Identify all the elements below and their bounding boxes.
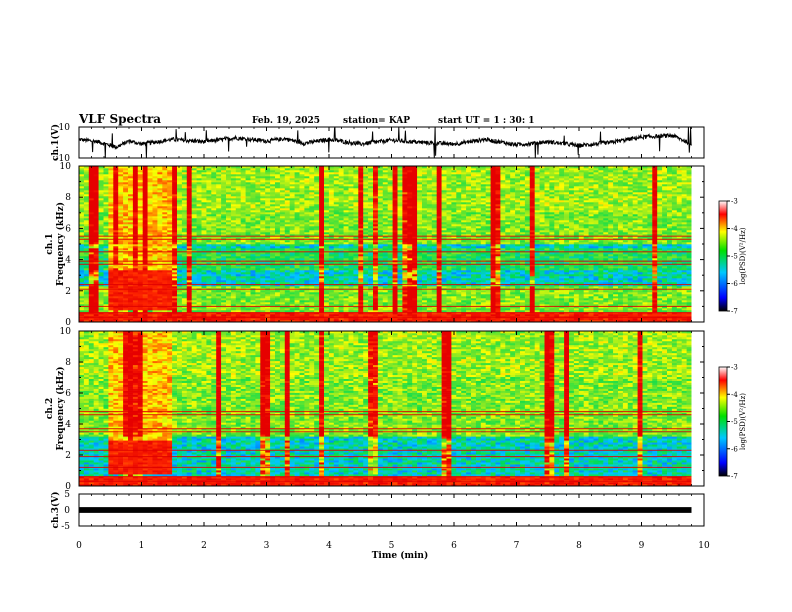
y-tick-label: 6 bbox=[65, 389, 71, 399]
x-tick-label: 0 bbox=[76, 541, 82, 551]
y-tick-label: 6 bbox=[65, 224, 71, 234]
colorbar-tick-label: -4 bbox=[731, 391, 738, 399]
ch2-colorbar: -3 -4 -5 -6 -7 log(PSD)(V²/Hz) bbox=[718, 364, 747, 481]
colorbar-gradient bbox=[718, 366, 728, 477]
spectrogram-cells bbox=[79, 331, 692, 487]
y-tick-label: 10 bbox=[59, 123, 71, 133]
x-tick-label: 10 bbox=[698, 541, 710, 551]
station-label: station= KAP bbox=[343, 116, 410, 126]
y-tick-label: -10 bbox=[56, 154, 71, 164]
ch1-spectrogram-panel: 0 2 4 6 8 10 ch.1Frequency (kHz) bbox=[45, 162, 705, 328]
y-axis-label: ch.1(V) bbox=[50, 124, 61, 161]
colorbar-tick-label: -4 bbox=[731, 225, 738, 233]
y-tick-label: 4 bbox=[65, 420, 71, 430]
colorbar-gradient bbox=[718, 200, 728, 312]
y-tick-label: 2 bbox=[65, 451, 71, 461]
spectrogram-cells bbox=[79, 166, 692, 323]
x-axis-label: Time (min) bbox=[372, 550, 429, 561]
no-data-region bbox=[691, 331, 704, 486]
x-tick-label: 7 bbox=[514, 541, 520, 551]
y-tick-label: 0 bbox=[64, 506, 70, 516]
colorbar-tick-label: -3 bbox=[731, 198, 738, 206]
y-tick-label: 8 bbox=[65, 358, 71, 368]
colorbar-tick-label: -6 bbox=[731, 280, 738, 288]
y-tick-label: 10 bbox=[60, 327, 72, 337]
x-tick-label: 2 bbox=[201, 541, 207, 551]
y-tick-label: 10 bbox=[60, 162, 72, 172]
figure-title: VLF Spectra bbox=[78, 112, 161, 126]
time-axis: 0 1 2 3 4 5 6 7 8 9 10 bbox=[76, 541, 710, 551]
x-tick-label: 6 bbox=[451, 541, 457, 551]
y-axis-label: ch.1Frequency (kHz) bbox=[45, 202, 66, 286]
no-data-region bbox=[691, 166, 704, 322]
colorbar-tick-label: -6 bbox=[731, 445, 738, 453]
y-tick-label: 0 bbox=[65, 482, 71, 492]
y-tick-label: 5 bbox=[64, 490, 70, 500]
start-time-label: start UT = 1 : 30: 1 bbox=[438, 116, 535, 126]
ch1-colorbar: -3 -4 -5 -6 -7 log(PSD)(V²/Hz) bbox=[718, 198, 747, 316]
x-tick-label: 8 bbox=[576, 541, 582, 551]
date-label: Feb. 19, 2025 bbox=[252, 116, 320, 126]
ch1-waveform-frame bbox=[78, 126, 705, 159]
y-tick-label: 4 bbox=[65, 256, 71, 266]
y-tick-label: 2 bbox=[65, 287, 71, 297]
ch3-waveform-line bbox=[79, 507, 692, 513]
colorbar-label: log(PSD)(V²/Hz) bbox=[739, 227, 747, 284]
ch3-waveform-panel: 5 0 -5ch.3(V) bbox=[50, 490, 705, 532]
colorbar-tick-label: -7 bbox=[731, 473, 738, 481]
y-axis-label: ch.2Frequency (kHz) bbox=[45, 366, 66, 450]
colorbar-label: log(PSD)(V²/Hz) bbox=[739, 393, 747, 450]
y-tick-label: -5 bbox=[61, 522, 70, 532]
x-tick-label: 3 bbox=[264, 541, 270, 551]
x-tick-label: 1 bbox=[139, 541, 145, 551]
y-axis-label: ch.3(V) bbox=[50, 492, 61, 529]
x-tick-label: 9 bbox=[639, 541, 645, 551]
colorbar-tick-label: -7 bbox=[731, 308, 738, 316]
x-tick-label: 4 bbox=[326, 541, 332, 551]
colorbar-tick-label: -5 bbox=[731, 253, 738, 261]
colorbar-tick-label: -3 bbox=[731, 364, 738, 372]
y-tick-label: 8 bbox=[65, 193, 71, 203]
ch2-spectrogram-panel: 0 2 4 6 8 10 ch.2Frequency (kHz) bbox=[45, 327, 705, 492]
x-tick-label: 5 bbox=[389, 541, 395, 551]
y-tick-label: 0 bbox=[65, 318, 71, 328]
colorbar-tick-label: -5 bbox=[731, 418, 738, 426]
ch1-waveform-line bbox=[78, 127, 692, 158]
